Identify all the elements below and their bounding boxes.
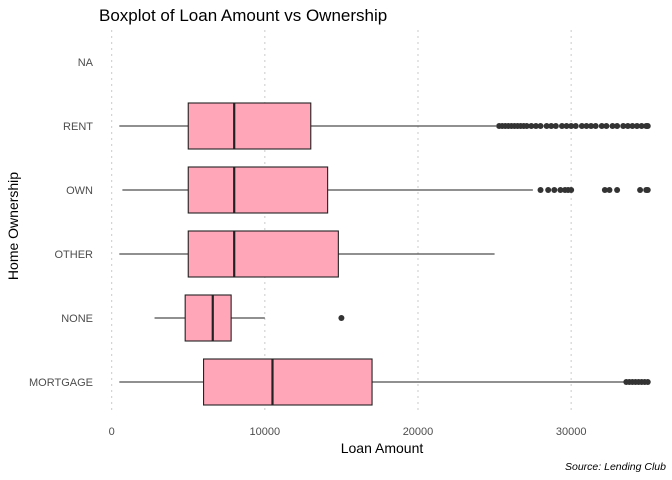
outlier-point-own: [601, 187, 608, 193]
box-rent: [187, 102, 312, 150]
outlier-point-rent: [620, 123, 627, 129]
outlier-point-rent: [548, 123, 555, 129]
outlier-point-rent: [523, 123, 530, 129]
x-axis-title: Loan Amount: [341, 440, 424, 456]
outlier-point-rent: [614, 123, 621, 129]
outlier-point-own: [614, 187, 621, 193]
outlier-point-own: [551, 187, 558, 193]
y-tick-label: MORTGAGE: [29, 377, 93, 389]
y-tick-label: OWN: [66, 185, 93, 197]
outlier-point-mortgage: [644, 379, 651, 385]
x-tick-label: 10000: [250, 426, 281, 438]
outlier-point-rent: [629, 123, 636, 129]
outlier-point-none: [338, 315, 345, 321]
outlier-point-rent: [583, 123, 590, 129]
outlier-point-rent: [598, 123, 605, 129]
y-tick-label: NA: [78, 57, 94, 69]
x-tick-labels: 0 10000 20000 30000: [109, 426, 587, 438]
outlier-point-rent: [558, 123, 565, 129]
outlier-point-own: [537, 187, 544, 193]
outlier-point-own: [545, 187, 552, 193]
outlier-point-rent: [644, 123, 651, 129]
outlier-point-rent: [588, 123, 595, 129]
outlier-point-rent: [532, 123, 539, 129]
boxes-layer: [119, 102, 651, 406]
x-tick-label: 20000: [403, 426, 434, 438]
outlier-point-own: [644, 187, 651, 193]
box-other: [187, 230, 339, 278]
outlier-point-rent: [592, 123, 599, 129]
y-tick-label: NONE: [61, 313, 93, 325]
source-caption: Source: Lending Club: [565, 461, 666, 473]
outlier-point-own: [557, 187, 564, 193]
outlier-point-rent: [528, 123, 535, 129]
outlier-point-own: [568, 187, 575, 193]
outlier-point-rent: [537, 123, 544, 129]
x-tick-label: 0: [109, 426, 115, 438]
outlier-point-rent: [563, 123, 570, 129]
outlier-point-rent: [572, 123, 579, 129]
outlier-point-rent: [568, 123, 575, 129]
y-tick-label: OTHER: [55, 249, 94, 261]
outlier-point-own: [606, 187, 613, 193]
outlier-point-rent: [634, 123, 641, 129]
x-tick-label: 30000: [556, 426, 587, 438]
outlier-point-rent: [552, 123, 559, 129]
box-none: [184, 294, 232, 342]
outlier-point-rent: [543, 123, 550, 129]
box-mortgage: [203, 358, 373, 406]
outlier-point-own: [637, 187, 644, 193]
outlier-point-rent: [578, 123, 585, 129]
outlier-point-rent: [624, 123, 631, 129]
box-own: [187, 166, 329, 214]
y-axis-title: Home Ownership: [5, 172, 21, 280]
chart-title: Boxplot of Loan Amount vs Ownership: [99, 6, 387, 25]
y-tick-label: RENT: [63, 121, 93, 133]
y-tick-labels: NA RENT OWN OTHER NONE MORTGAGE: [29, 57, 94, 389]
outlier-point-rent: [603, 123, 610, 129]
grid-lines: [111, 30, 572, 414]
outlier-point-rent: [609, 123, 616, 129]
outlier-point-rent: [638, 123, 645, 129]
